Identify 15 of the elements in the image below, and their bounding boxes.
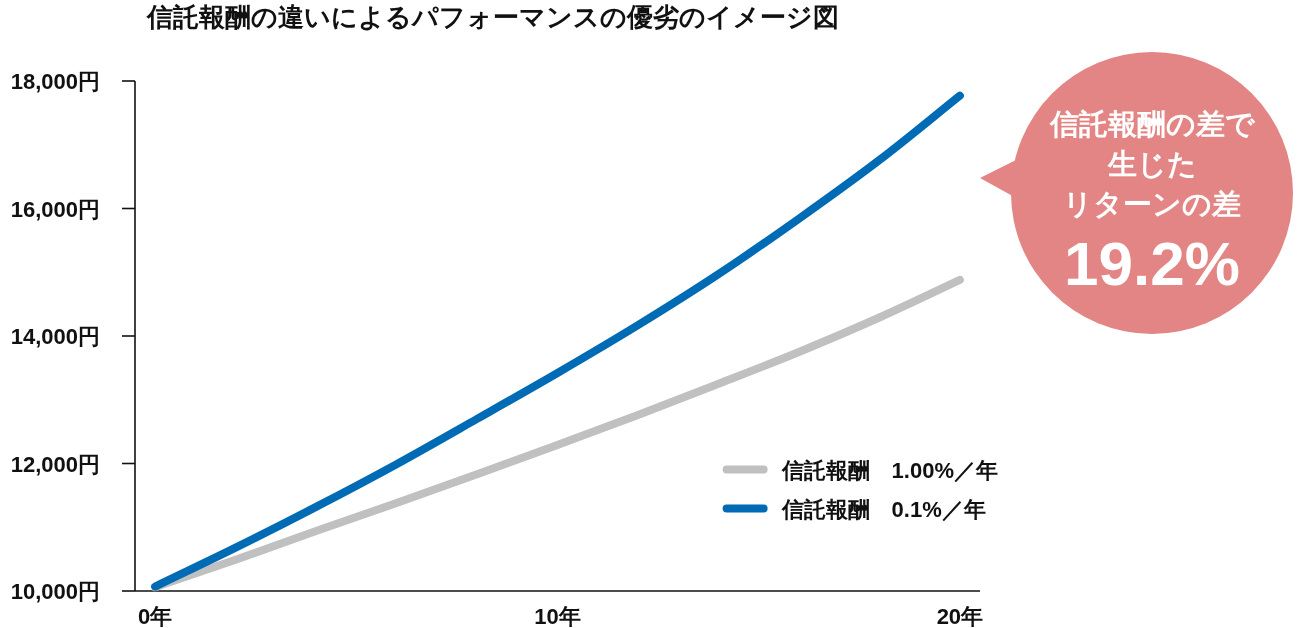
x-tick-label: 10年: [534, 604, 581, 628]
text: 19.2%: [1064, 229, 1240, 298]
y-tick-label: 10,000円: [10, 579, 100, 604]
legend-label: 信託報酬 1.00%／年: [780, 457, 998, 483]
legend-label: 信託報酬 0.1%／年: [780, 496, 986, 522]
y-tick-label: 14,000円: [10, 324, 100, 349]
text: リターンの差: [1063, 188, 1241, 220]
y-tick-label: 12,000円: [10, 451, 100, 477]
x-tick-label: 20年: [936, 604, 984, 628]
text: 生じた: [1106, 148, 1197, 180]
y-tick-label: 16,000円: [10, 196, 100, 222]
y-tick-label: 18,000円: [10, 69, 100, 94]
text: 信託報酬の差で: [1048, 108, 1256, 140]
chart-title: 信託報酬の違いによるパフォーマンスの優劣のイメージ図: [146, 2, 839, 32]
x-tick-label: 0年: [137, 604, 173, 628]
